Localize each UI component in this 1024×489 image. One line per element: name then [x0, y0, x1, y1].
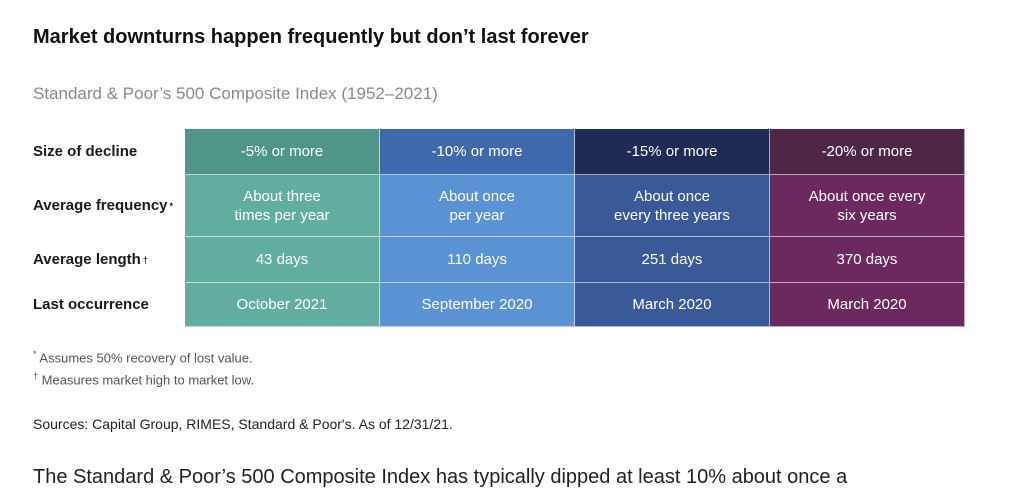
body-paragraph: The Standard & Poor’s 500 Composite Inde…: [33, 466, 848, 488]
cell-decline-15: -15% or more: [575, 129, 770, 175]
downturn-table: Size of decline -5% or more -10% or more…: [33, 129, 965, 327]
row-label-average-length: Average length †: [33, 237, 185, 283]
footnotes: * Assumes 50% recovery of lost value. † …: [33, 345, 254, 390]
cell-frequency-20: About once every six years: [770, 175, 965, 237]
cell-length-20: 370 days: [770, 237, 965, 283]
cell-frequency-10: About once per year: [380, 175, 575, 237]
cell-decline-5: -5% or more: [185, 129, 380, 175]
sources-text: Sources: Capital Group, RIMES, Standard …: [33, 416, 453, 432]
cell-last-20: March 2020: [770, 283, 965, 327]
cell-decline-20: -20% or more: [770, 129, 965, 175]
cell-length-5: 43 days: [185, 237, 380, 283]
cell-last-5: October 2021: [185, 283, 380, 327]
table-subtitle: Standard & Poor’s 500 Composite Index (1…: [33, 84, 438, 103]
page-title: Market downturns happen frequently but d…: [33, 26, 589, 48]
cell-frequency-15: About once every three years: [575, 175, 770, 237]
cell-decline-10: -10% or more: [380, 129, 575, 175]
cell-length-10: 110 days: [380, 237, 575, 283]
cell-last-10: September 2020: [380, 283, 575, 327]
cell-length-15: 251 days: [575, 237, 770, 283]
footnote-recovery: * Assumes 50% recovery of lost value.: [33, 349, 253, 366]
cell-frequency-5: About three times per year: [185, 175, 380, 237]
row-label-average-frequency: Average frequency *: [33, 175, 185, 237]
row-label-size-of-decline: Size of decline: [33, 129, 185, 175]
row-label-last-occurrence: Last occurrence: [33, 283, 185, 327]
footnote-high-to-low: † Measures market high to market low.: [33, 371, 255, 388]
cell-last-15: March 2020: [575, 283, 770, 327]
